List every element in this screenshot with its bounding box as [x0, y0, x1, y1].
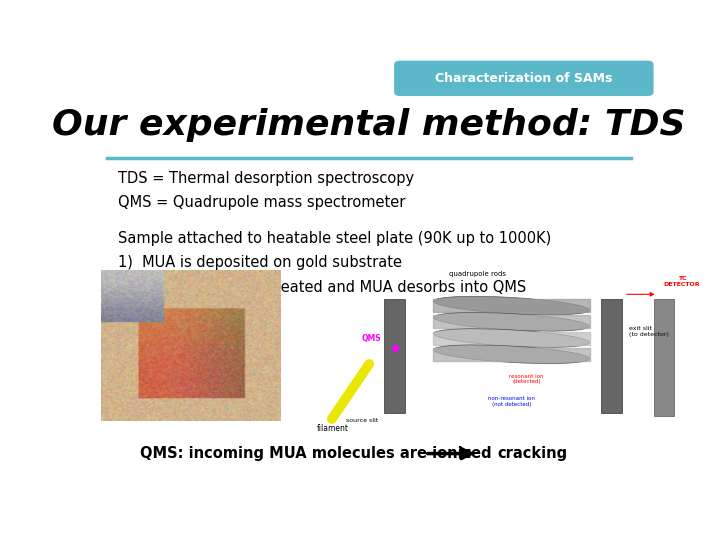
Text: QMS: QMS: [361, 334, 382, 343]
Text: 2)  Gold substrate is heated and MUA desorbs into QMS: 2) Gold substrate is heated and MUA deso…: [118, 279, 526, 294]
Text: 1)  MUA is deposited on gold substrate: 1) MUA is deposited on gold substrate: [118, 255, 402, 270]
Text: source slit: source slit: [346, 418, 378, 423]
Text: TC
DETECTOR: TC DETECTOR: [664, 276, 700, 287]
Ellipse shape: [433, 296, 590, 315]
Ellipse shape: [433, 345, 590, 363]
Ellipse shape: [433, 329, 590, 347]
Text: Sample attached to heatable steel plate (90K up to 1000K): Sample attached to heatable steel plate …: [118, 231, 551, 246]
Text: filament: filament: [317, 424, 348, 433]
FancyBboxPatch shape: [384, 299, 405, 413]
Text: TDS = Thermal desorption spectroscopy: TDS = Thermal desorption spectroscopy: [118, 171, 414, 186]
FancyBboxPatch shape: [601, 299, 622, 413]
Ellipse shape: [433, 313, 590, 331]
Text: QMS: incoming MUA molecules are ionized: QMS: incoming MUA molecules are ionized: [140, 446, 492, 461]
Text: non-resonant ion
(not detected): non-resonant ion (not detected): [488, 396, 535, 407]
Text: quadrupole rods: quadrupole rods: [449, 272, 506, 278]
Text: QMS = Quadrupole mass spectrometer: QMS = Quadrupole mass spectrometer: [118, 195, 405, 210]
FancyBboxPatch shape: [394, 60, 654, 96]
Text: cracking: cracking: [498, 446, 567, 461]
Text: Characterization of SAMs: Characterization of SAMs: [435, 72, 613, 85]
Text: resonant ion
(detected): resonant ion (detected): [509, 374, 544, 384]
Text: Our experimental method: TDS: Our experimental method: TDS: [53, 108, 685, 142]
FancyBboxPatch shape: [654, 299, 675, 416]
Text: exit slit
(to detector): exit slit (to detector): [629, 326, 670, 337]
